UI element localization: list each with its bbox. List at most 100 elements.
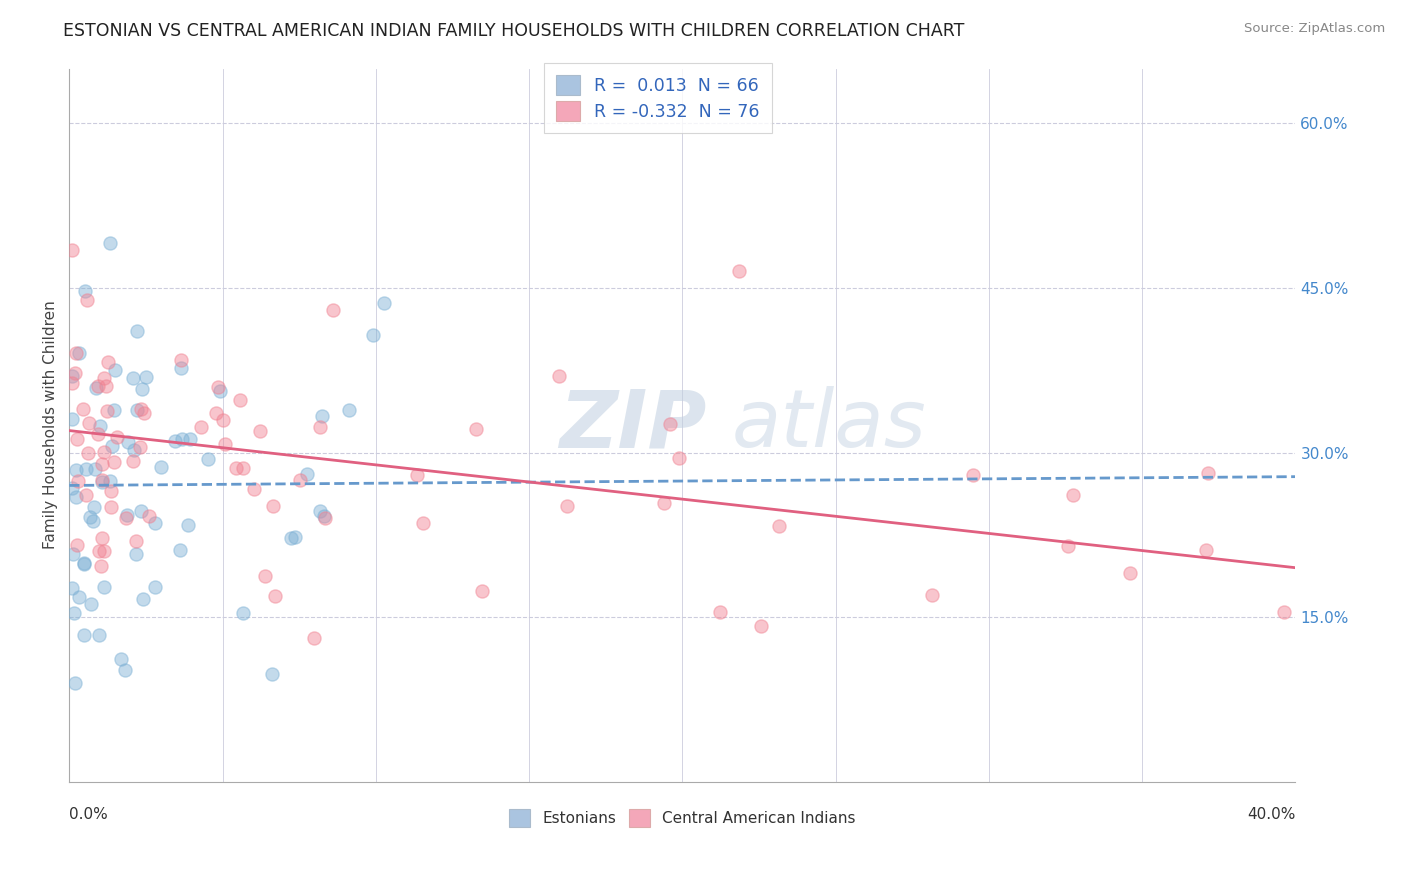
Point xyxy=(169,542,191,557)
Point xyxy=(312,509,335,524)
Point xyxy=(122,371,145,385)
Point xyxy=(209,384,232,398)
Point xyxy=(121,454,143,468)
Point xyxy=(103,455,125,469)
Point xyxy=(280,531,302,545)
Point xyxy=(62,547,84,561)
Point xyxy=(110,652,132,666)
Text: ZIP: ZIP xyxy=(560,386,707,464)
Text: ESTONIAN VS CENTRAL AMERICAN INDIAN FAMILY HOUSEHOLDS WITH CHILDREN CORRELATION : ESTONIAN VS CENTRAL AMERICAN INDIAN FAMI… xyxy=(63,22,965,40)
Point xyxy=(225,461,247,475)
Point xyxy=(89,418,111,433)
Point xyxy=(260,667,283,681)
Point xyxy=(1195,542,1218,557)
Point xyxy=(65,463,87,477)
Point xyxy=(309,420,332,434)
Point xyxy=(97,354,120,368)
Point xyxy=(129,402,152,417)
Point xyxy=(96,379,118,393)
Point xyxy=(67,590,90,604)
Point xyxy=(65,367,87,381)
Point xyxy=(73,628,96,642)
Point xyxy=(86,382,108,396)
Point xyxy=(253,568,276,582)
Point xyxy=(373,295,395,310)
Point xyxy=(60,581,83,595)
Point xyxy=(60,481,83,495)
Point xyxy=(172,432,194,446)
Point xyxy=(103,403,125,417)
Point xyxy=(104,362,127,376)
Point xyxy=(93,445,115,459)
Point xyxy=(548,369,571,384)
Point xyxy=(100,483,122,498)
Point xyxy=(962,468,984,483)
Text: Source: ZipAtlas.com: Source: ZipAtlas.com xyxy=(1244,22,1385,36)
Point xyxy=(105,430,128,444)
Point xyxy=(60,376,83,391)
Point xyxy=(412,516,434,530)
Point xyxy=(768,519,790,533)
Point xyxy=(93,580,115,594)
Point xyxy=(1062,488,1084,502)
Point xyxy=(311,409,333,423)
Point xyxy=(90,559,112,574)
Point xyxy=(79,509,101,524)
Point xyxy=(65,345,87,359)
Point xyxy=(170,361,193,376)
Point xyxy=(76,293,98,308)
Text: 0.0%: 0.0% xyxy=(69,806,108,822)
Point xyxy=(179,432,201,446)
Point xyxy=(60,243,83,257)
Point xyxy=(65,490,87,504)
Point xyxy=(73,556,96,570)
Point xyxy=(129,503,152,517)
Point xyxy=(101,439,124,453)
Point xyxy=(243,483,266,497)
Y-axis label: Family Households with Children: Family Households with Children xyxy=(44,301,58,549)
Point xyxy=(132,591,155,606)
Point xyxy=(1272,605,1295,619)
Point xyxy=(132,406,155,420)
Point xyxy=(288,473,311,487)
Point xyxy=(406,467,429,482)
Point xyxy=(115,508,138,522)
Point xyxy=(122,443,145,458)
Point xyxy=(262,500,284,514)
Point xyxy=(232,607,254,621)
Point xyxy=(921,588,943,602)
Point xyxy=(125,324,148,338)
Point xyxy=(170,352,193,367)
Point xyxy=(143,516,166,530)
Point xyxy=(751,619,773,633)
Point xyxy=(60,368,83,383)
Point xyxy=(163,434,186,449)
Point xyxy=(89,628,111,642)
Point xyxy=(98,236,121,251)
Point xyxy=(91,475,114,490)
Point xyxy=(79,416,101,430)
Point xyxy=(309,504,332,518)
Point xyxy=(83,500,105,515)
Point xyxy=(117,434,139,449)
Point xyxy=(63,606,86,620)
Point xyxy=(60,412,83,426)
Point xyxy=(363,328,385,343)
Point xyxy=(214,437,236,451)
Point xyxy=(207,380,229,394)
Point xyxy=(66,432,89,446)
Point xyxy=(1197,466,1219,480)
Point xyxy=(652,496,675,510)
Point xyxy=(709,605,731,619)
Point xyxy=(1119,566,1142,581)
Point xyxy=(232,461,254,475)
Point xyxy=(229,393,252,408)
Point xyxy=(90,531,112,545)
Point xyxy=(337,402,360,417)
Point xyxy=(138,508,160,523)
Point xyxy=(100,500,122,514)
Point xyxy=(114,663,136,677)
Point xyxy=(284,530,307,544)
Point xyxy=(115,511,138,525)
Point xyxy=(465,422,488,436)
